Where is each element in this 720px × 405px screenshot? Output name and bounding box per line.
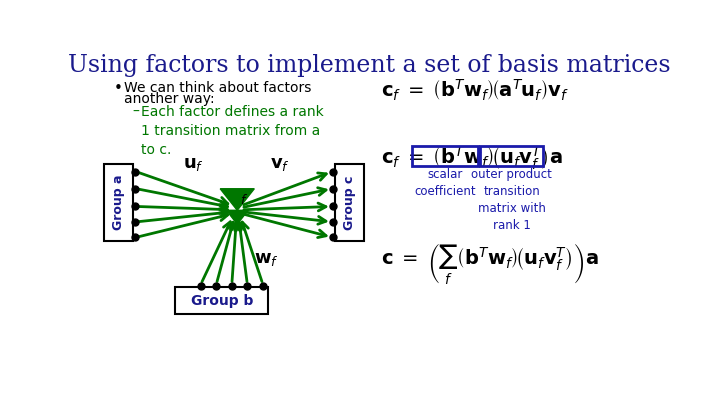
Bar [104, 164, 133, 241]
Text: We can think about factors: We can think about factors [124, 81, 312, 95]
Text: $\mathbf{c} \;=\; \left(\sum_f\left(\mathbf{b}^T\mathbf{w}_f\right)\!\left(\math: $\mathbf{c} \;=\; \left(\sum_f\left(\mat… [381, 241, 598, 286]
Text: •: • [113, 81, 122, 96]
Text: Group c: Group c [343, 175, 356, 230]
Bar [335, 164, 364, 241]
Text: $f$: $f$ [240, 193, 248, 207]
Text: another way:: another way: [124, 92, 215, 106]
Text: scalar
coefficient: scalar coefficient [414, 168, 476, 198]
Polygon shape [220, 189, 254, 210]
Text: Group a: Group a [112, 175, 125, 230]
Text: Using factors to implement a set of basis matrices: Using factors to implement a set of basi… [68, 54, 670, 77]
Bar [412, 146, 478, 166]
Bar [175, 287, 269, 314]
Text: $\mathbf{u}$$_f$: $\mathbf{u}$$_f$ [183, 156, 204, 173]
Bar [480, 146, 544, 166]
Text: $\mathbf{v}$$_f$: $\mathbf{v}$$_f$ [270, 156, 289, 173]
Text: $\mathbf{w}$$_f$: $\mathbf{w}$$_f$ [254, 250, 279, 269]
Text: $\mathbf{c}_f \;=\; \left(\mathbf{b}^T\mathbf{w}_f\right)\!\left(\mathbf{a}^T\ma: $\mathbf{c}_f \;=\; \left(\mathbf{b}^T\m… [381, 77, 569, 102]
Text: outer product
transition
matrix with
rank 1: outer product transition matrix with ran… [471, 168, 552, 232]
Text: Each factor defines a rank
1 transition matrix from a
to c.: Each factor defines a rank 1 transition … [141, 105, 324, 157]
Text: –: – [132, 105, 140, 119]
Text: $\mathbf{c}_f \;=\; \left(\mathbf{b}^T\mathbf{w}_f\right)\!\left(\mathbf{u}_f\ma: $\mathbf{c}_f \;=\; \left(\mathbf{b}^T\m… [381, 145, 562, 172]
Polygon shape [226, 210, 248, 224]
Text: Group b: Group b [191, 294, 253, 308]
